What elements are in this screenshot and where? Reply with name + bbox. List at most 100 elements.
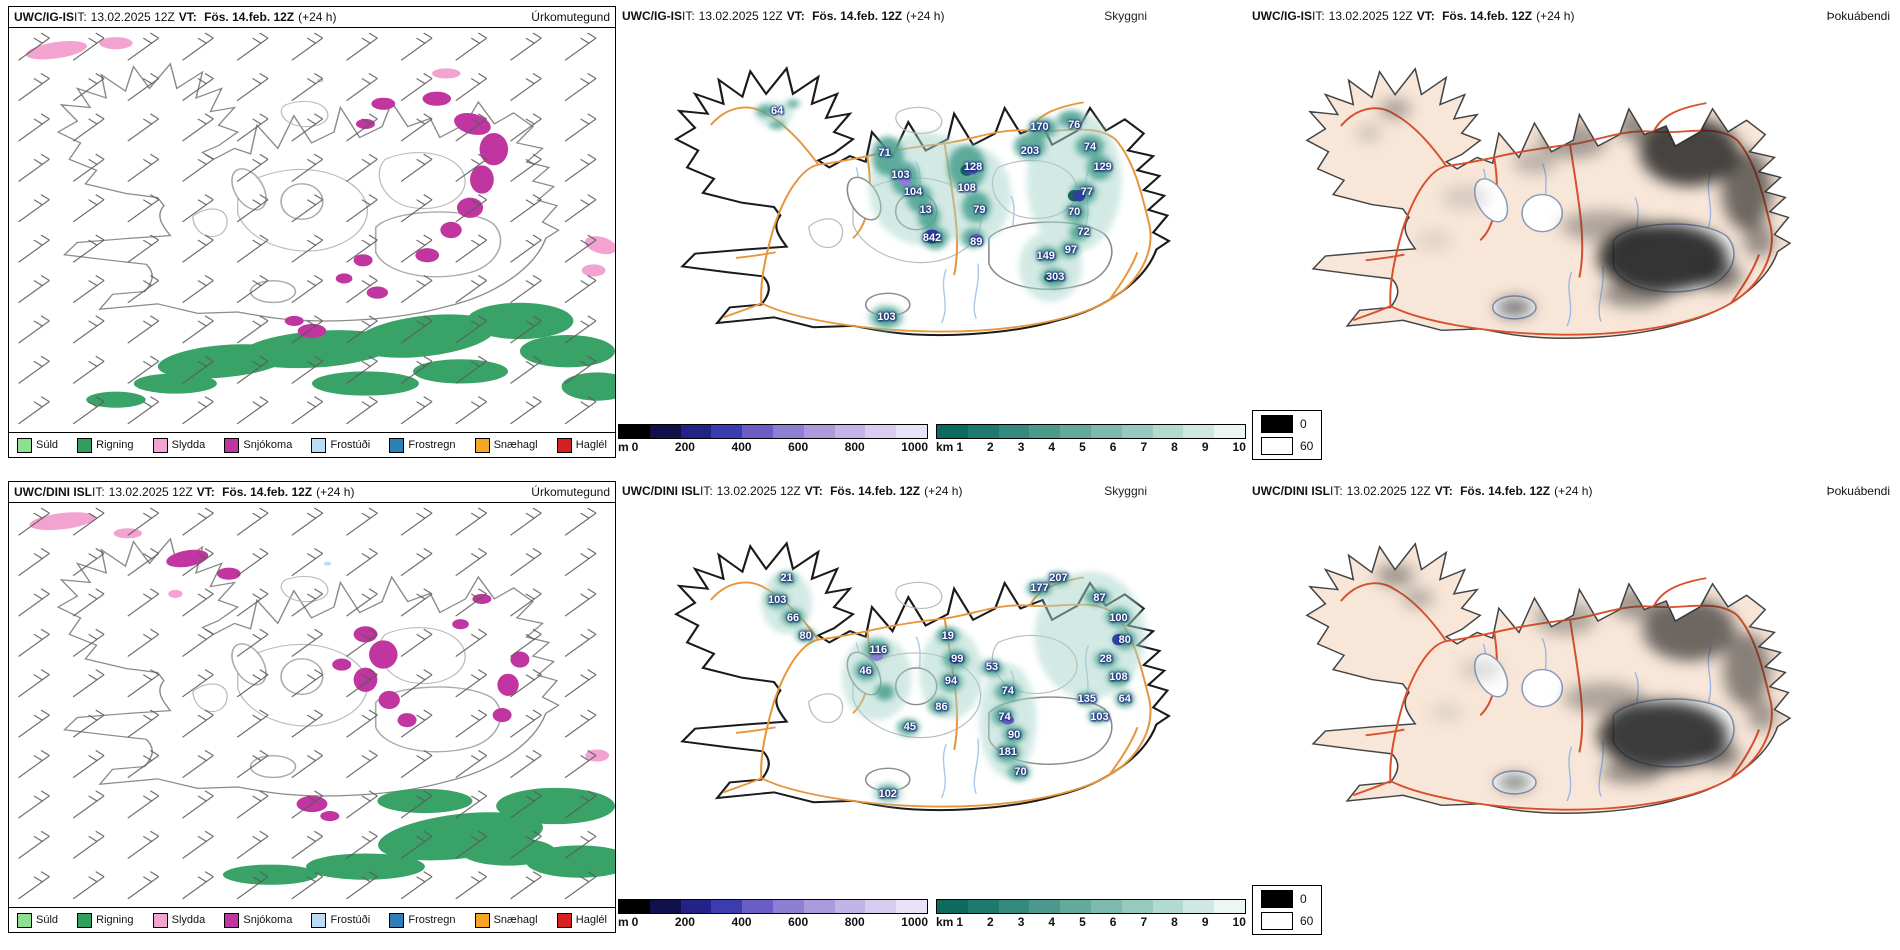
legend-label: Snæhagl [493,439,538,451]
colorbar-cell [834,425,866,438]
legend-swatch [152,912,168,928]
colorbar-tick: 400 [731,915,752,929]
colorbar-tick: 8 [1171,915,1178,929]
legend-item: Haglél [556,437,607,453]
colorbar-ticks: 0 200 400 600 800 1000 [632,440,928,454]
legend-label: Frostúði [330,439,371,451]
visibility-map[interactable]: 64 71 103 104 13 128 108 79 842 89 203 1… [616,26,1248,422]
panel-header-text: UWC/IG-ISIT: 13.02.2025 12Z VT: Fös. 14.fe… [1252,6,1578,26]
legend-label: Slydda [171,439,206,451]
colorbar-tick: 1000 [901,915,928,929]
colorbar-cell [1152,425,1184,438]
fog-map[interactable] [1248,26,1900,426]
colorbar-cell [937,425,968,438]
legend-item: Súld [17,437,59,453]
legend-label: Snjókoma [243,914,293,926]
fog-legend-swatch [1261,437,1293,455]
legend-label: Snæhagl [493,914,538,926]
legend-swatch [17,912,32,928]
colorbar-tick: 800 [844,915,865,929]
colorbar-unit: m [618,440,629,454]
cloudbase-colorbar-group: m 0 200 400 600 800 1000 [618,424,928,468]
colorbar-cell [967,900,999,913]
legend-label: Súld [36,439,59,451]
colorbar-tick: 7 [1140,915,1148,929]
legend-item: Rigning [77,912,133,928]
colorbar-cell [680,425,712,438]
panel-header: UWC/IG-ISIT: 13.02.2025 12Z VT: Fös. 14.fe… [9,7,615,28]
product-label: Skyggni [1104,484,1147,498]
colorbar-unit: km [936,915,954,929]
panel-header-text: UWC/DINI ISLIT: 13.02.2025 12Z VT: Fös. 14… [14,482,358,502]
legend-swatch [77,912,93,928]
model-name: UWC/DINI ISL [14,485,92,499]
legend-label: Slydda [171,914,206,926]
colorbar-cell [998,900,1030,913]
valid-time: Fös. 14.feb. 12Z [830,484,921,498]
valid-time: Fös. 14.feb. 12Z [812,9,903,23]
product-label: Þokuábendi [1826,484,1890,498]
model-name: UWC/DINI ISL [1252,484,1330,498]
legend-label: Snjókoma [243,439,293,451]
colorbar-tick: 3 [1017,915,1025,929]
colorbar-tick: 4 [1048,440,1056,454]
precip-map-svg [9,28,615,432]
it-label: IT: [74,10,87,24]
colorbar-tick: 600 [788,440,809,454]
legend-label: Frostúði [330,914,371,926]
visibility-colorbar: m 0 200 400 600 800 1000 km 1 2 3 4 5 6 … [616,422,1248,468]
colorbar-tick: 8 [1171,440,1178,454]
colorbar-cell [896,900,927,913]
colorbar-tick: 5 [1079,915,1086,929]
colorbar-tick: 4 [1048,915,1056,929]
visibility-map[interactable]: 21 103 66 80 116 46 19 99 94 86 45 53 74… [616,501,1248,897]
colorbar-cell [742,425,773,438]
it-label: IT: [1312,9,1325,23]
row-uwc-dini-isl: UWC/DINI ISLIT: 13.02.2025 12Z VT: Fös. 14… [0,475,1900,950]
legend-swatch [311,912,327,928]
vt-label: VT: [178,10,197,24]
colorbar-tick: 9 [1201,915,1209,929]
legend-swatch [224,912,240,928]
lead-time: (+24 h) [924,484,963,498]
colorbar-cell [711,425,743,438]
fog-map[interactable] [1248,501,1900,901]
colorbar-cell [1060,425,1091,438]
vt-label: VT: [1434,484,1453,498]
legend-item: Snjókoma [224,912,293,928]
colorbar-ticks: 1 2 3 4 5 6 7 8 9 10 [956,915,1246,929]
legend-swatch [474,437,490,453]
panel-header: UWC/DINI ISLIT: 13.02.2025 12Z VT: Fös. 14… [1248,481,1900,501]
legend-item: Snæhagl [474,912,538,928]
visibility-km-colorbar [936,424,1246,439]
colorbar-ticks: 1 2 3 4 5 6 7 8 9 10 [956,440,1246,454]
fog-shading [1356,98,1775,318]
cloudbase-colorbar-group: m 0 200 400 600 800 1000 [618,899,928,943]
colorbar-tick: 400 [731,440,752,454]
init-time: 13.02.2025 12Z [698,9,783,23]
product-label: Úrkomutegund [531,10,610,24]
precip-map[interactable] [9,503,615,907]
panel-visibility-igis: UWC/IG-ISIT: 13.02.2025 12Z VT: Fös. 14.fe… [616,6,1248,468]
colorbar-tick: 800 [844,440,865,454]
precip-legend: Súld Rigning Slydda Snjókoma Frostúði Fr… [9,432,615,457]
colorbar-cell [1029,900,1061,913]
init-time: 13.02.2025 12Z [90,10,175,24]
panel-header-text: UWC/DINI ISLIT: 13.02.2025 12Z VT: Fös. 14… [622,481,966,501]
lead-time: (+24 h) [1536,9,1575,23]
fog-index-legend: 0 60 [1252,410,1323,460]
legend-item: Rigning [77,437,133,453]
model-name: UWC/DINI ISL [622,484,700,498]
legend-item: Haglél [556,912,607,928]
product-label: Þokuábendi [1826,9,1890,23]
product-label: Úrkomutegund [531,485,610,499]
legend-swatch [389,437,405,453]
visibility-map-svg [674,542,1171,812]
legend-swatch [474,912,490,928]
colorbar-cell [649,900,681,913]
colorbar-cell [998,425,1030,438]
lead-time: (+24 h) [298,10,337,24]
panel-header: UWC/DINI ISLIT: 13.02.2025 12Z VT: Fös. 14… [9,482,615,503]
colorbar-tick: 10 [1232,915,1246,929]
precip-map[interactable] [9,28,615,432]
